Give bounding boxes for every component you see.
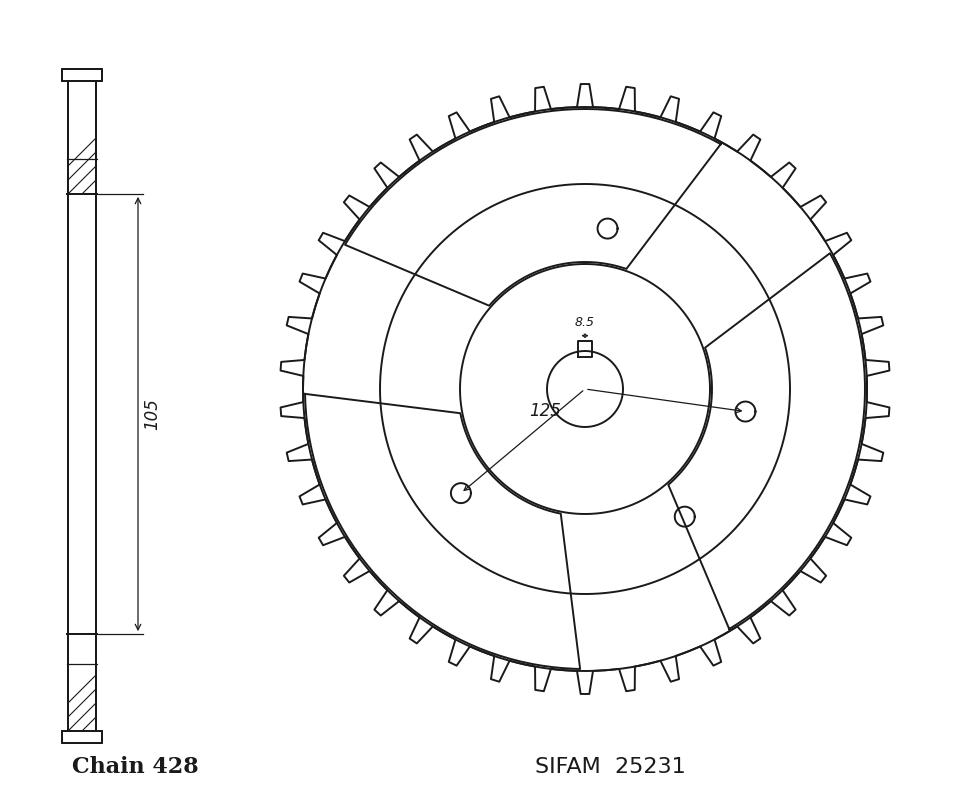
Text: 125: 125 bbox=[530, 402, 562, 420]
Text: 8.5: 8.5 bbox=[575, 316, 595, 328]
Text: SIFAM  25231: SIFAM 25231 bbox=[535, 757, 685, 777]
Text: Chain 428: Chain 428 bbox=[72, 756, 199, 778]
Text: 105: 105 bbox=[143, 398, 161, 430]
